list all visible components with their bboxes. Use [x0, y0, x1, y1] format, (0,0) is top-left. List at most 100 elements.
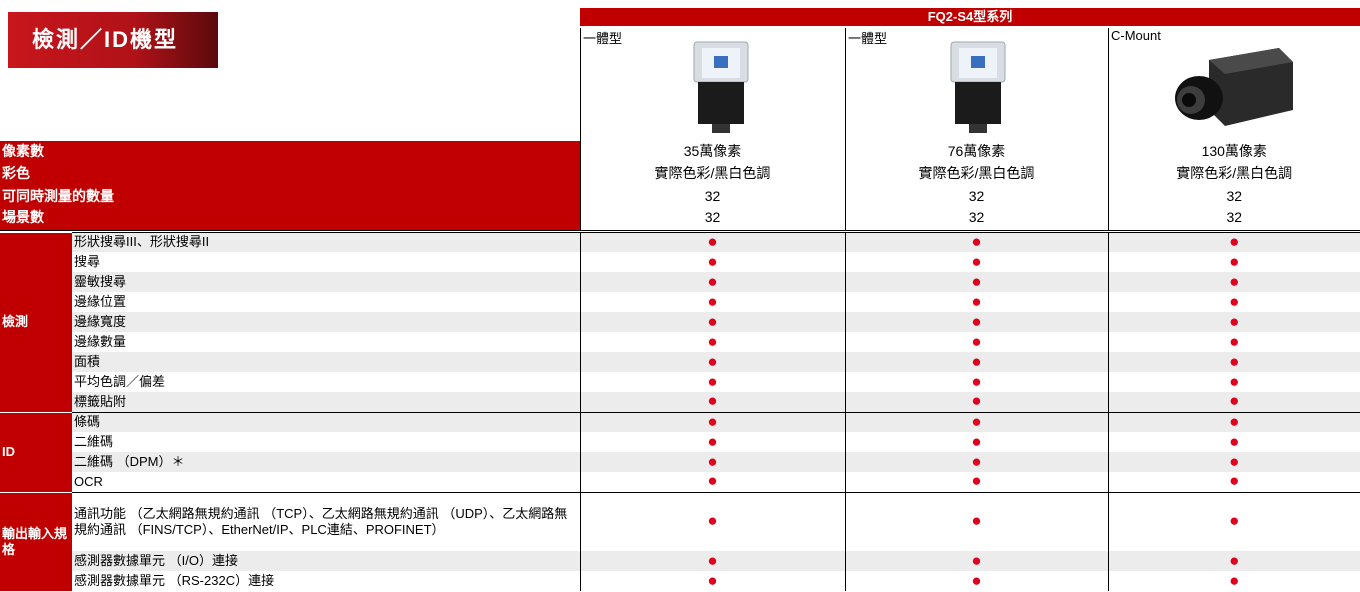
feature-row: 搜尋 ● ● ● — [0, 252, 1360, 272]
support-dot: ● — [707, 431, 718, 451]
spec-label: 像素數 — [0, 141, 580, 160]
column-type: 一體型 — [583, 31, 623, 46]
series-title: FQ2-S4型系列 — [580, 8, 1360, 26]
feature-cell: ● — [1107, 332, 1360, 352]
feature-label: 感測器數據單元 （I/O）連接 — [72, 551, 580, 571]
spec-table: 像素數 35萬像素 76萬像素 130萬像素 彩色 實際色彩/黑白色調 實際色彩/黑白色調實… — [0, 141, 1360, 591]
support-dot: ● — [1229, 431, 1240, 451]
support-dot: ● — [707, 391, 718, 411]
feature-cell: ● — [579, 312, 845, 332]
feature-cell: ● — [1107, 551, 1360, 571]
feature-label: 二維碼 — [74, 434, 114, 449]
feature-cell: ● — [1107, 292, 1360, 312]
feature-row: 平均色調／偏差 ● ● ● — [0, 372, 1360, 392]
feature-cell: ● — [1107, 311, 1360, 332]
feature-cell: ● — [1107, 431, 1360, 452]
support-dot: ● — [971, 291, 982, 311]
support-dot: ● — [971, 391, 982, 411]
column-header: C-Mount — [1108, 28, 1360, 141]
feature-cell: ● — [844, 411, 1108, 432]
page-title: 檢測／ID機型 — [8, 12, 218, 68]
feature-label: 面積 — [72, 352, 580, 372]
support-dot: ● — [707, 471, 718, 491]
support-dot: ● — [707, 570, 718, 590]
feature-cell: ● — [579, 431, 845, 452]
feature-cell: ● — [1107, 392, 1360, 412]
feature-cell: ● — [844, 231, 1108, 252]
feature-cell: ● — [844, 551, 1108, 571]
feature-cell: ● — [844, 312, 1108, 332]
feature-label: 搜尋 — [74, 254, 101, 269]
support-dot: ● — [971, 351, 982, 371]
feature-cell: ● — [579, 231, 845, 252]
support-dot: ● — [707, 371, 718, 391]
feature-row: 感測器數據單元 （I/O）連接 ● ● ● — [0, 551, 1360, 571]
support-dot: ● — [1229, 411, 1240, 431]
feature-row: ID 條碼 ● ● ● — [0, 411, 1360, 492]
feature-label: OCR — [74, 473, 103, 489]
feature-cell: ● — [844, 291, 1108, 312]
feature-label: 標籤貼附 — [72, 392, 580, 412]
support-dot: ● — [707, 511, 718, 531]
spec-label: 可同時測量的數量 — [0, 186, 580, 205]
feature-cell: ● — [844, 372, 1108, 392]
feature-cell: ● — [1107, 491, 1360, 551]
feature-label: 條碼 — [72, 411, 580, 432]
feature-cell: ● — [579, 491, 845, 551]
feature-cell: ● — [579, 550, 845, 571]
feature-row: 二維碼 （DPM）＊ ● ● ● — [0, 452, 1360, 472]
spec-row: 像素數 35萬像素 76萬像素 130萬像素 — [0, 141, 1360, 160]
separator-cell — [0, 229, 1360, 232]
spec-value: 35萬像素 — [579, 141, 845, 160]
support-dot: ● — [971, 271, 982, 291]
spec-value: 32 — [579, 205, 845, 230]
spec-row: 可同時測量的數量 32 32 32 — [0, 186, 1360, 205]
feature-cell: ● — [579, 451, 845, 472]
support-dot: ● — [707, 411, 718, 431]
feature-row: 檢測 形狀搜尋III、形狀搜尋II ● ● ● — [0, 231, 1360, 412]
support-dot: ● — [707, 451, 718, 471]
feature-cell: ● — [1107, 272, 1360, 292]
feature-row: 邊緣數量 ● ● ● — [0, 332, 1360, 352]
support-dot: ● — [971, 251, 982, 271]
support-dot: ● — [1229, 311, 1240, 331]
spec-value: 32 — [844, 186, 1108, 205]
feature-cell: ● — [1107, 452, 1360, 472]
column-header: 一體型 — [580, 28, 845, 141]
support-dot: ● — [707, 550, 718, 570]
feature-cell: ● — [579, 411, 845, 432]
feature-row: 二維碼 ● ● ● — [0, 432, 1360, 452]
spec-row: 場景數 32 32 32 — [0, 205, 1360, 230]
feature-cell: ● — [844, 451, 1108, 472]
column-header: 一體型 — [845, 28, 1108, 141]
feature-cell: ● — [579, 471, 845, 492]
support-dot: ● — [1229, 231, 1240, 251]
feature-cell: ● — [1107, 371, 1360, 392]
feature-row: 輸出輸入規格 通訊功能 （乙太網路無規約通訊 （TCP）、乙太網路無規約通訊 （U… — [0, 491, 1360, 591]
support-dot: ● — [707, 331, 718, 351]
support-dot: ● — [1229, 351, 1240, 371]
support-dot: ● — [971, 471, 982, 491]
feature-cell: ● — [1107, 351, 1360, 372]
feature-cell: ● — [1107, 411, 1360, 432]
spec-row: 彩色 實際色彩/黑白色調 實際色彩/黑白色調 實際色彩/黑白色調 — [0, 160, 1360, 186]
feature-cell: ● — [579, 391, 845, 412]
support-dot: ● — [971, 451, 982, 471]
feature-label: 通訊功能 （乙太網路無規約通訊 （TCP）、乙太網路無規約通訊 （UDP）、乙太… — [72, 491, 580, 551]
support-dot: ● — [1229, 471, 1240, 491]
feature-cell: ● — [1107, 471, 1360, 492]
feature-cell: ● — [579, 371, 845, 392]
spec-value: 實際色彩/黑白色調 — [579, 160, 845, 186]
support-dot: ● — [707, 251, 718, 271]
spec-label: 彩色 — [0, 160, 580, 186]
support-dot: ● — [1229, 570, 1240, 590]
support-dot: ● — [971, 431, 982, 451]
support-dot: ● — [971, 511, 982, 531]
support-dot: ● — [1229, 511, 1240, 531]
support-dot: ● — [1229, 371, 1240, 391]
feature-cell: ● — [844, 271, 1108, 292]
column-type: C-Mount — [1111, 28, 1161, 43]
feature-cell: ● — [1107, 570, 1360, 591]
feature-cell: ● — [579, 292, 845, 312]
